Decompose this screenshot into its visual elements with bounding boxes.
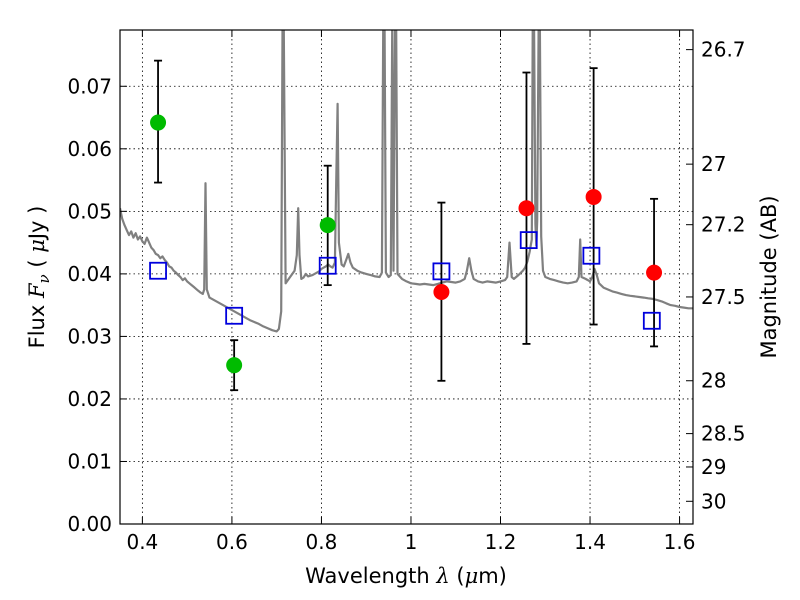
x-tick-label: 1.4 [574, 530, 606, 554]
model-photometry-point [225, 306, 244, 325]
markers [149, 114, 663, 374]
x-axis-label: Wavelength λ (μm) [305, 564, 507, 588]
model-photometry-point [582, 246, 601, 265]
data-layer [120, 30, 693, 392]
y2-tick-label: 27.5 [701, 285, 746, 309]
observed-infrared-point [585, 188, 602, 205]
model-spectrum-line [120, 30, 693, 333]
model-photometry-point [149, 261, 167, 280]
observed-optical-point [150, 114, 167, 131]
x-tick-label: 1 [405, 530, 418, 554]
model-photometry-point [519, 231, 538, 250]
y-tick-label: 0.05 [67, 199, 112, 223]
x-tick-label: 0.4 [126, 530, 158, 554]
x-tick-label: 0.6 [216, 530, 248, 554]
x-tick-label: 1.6 [664, 530, 696, 554]
x-tick-label: 1.2 [485, 530, 517, 554]
model-photometry-point [432, 262, 451, 281]
y-tick-label: 0.06 [67, 137, 112, 161]
plot-frame [119, 29, 694, 525]
y2-tick-label: 27 [701, 152, 726, 176]
observed-optical-point [226, 357, 243, 374]
y-axis-label: Flux Fν ( μJy ) [25, 206, 53, 349]
observed-infrared-point [646, 264, 663, 281]
y2-tick-label: 27.2 [701, 213, 746, 237]
y-tick-label: 0.07 [67, 74, 112, 98]
observed-optical-point [319, 217, 336, 234]
model-photometry-point [642, 311, 661, 330]
y2-axis-label: Magnitude (AB) [757, 195, 781, 358]
y-tick-label: 0.00 [67, 512, 112, 536]
y-tick-label: 0.02 [67, 387, 112, 411]
y-tick-label: 0.01 [67, 449, 112, 473]
axis-ticks: 0.4 0.6 0.8 1 1.2 1.4 1.6 0.00 0.01 0.02 0.03 0.04 0… [67, 30, 746, 554]
observed-infrared-point [433, 284, 450, 301]
y-tick-label: 0.04 [67, 262, 112, 286]
x-tick-label: 0.8 [306, 530, 338, 554]
y2-tick-label: 29 [701, 455, 726, 479]
y2-tick-label: 30 [701, 489, 726, 513]
observed-infrared-point [518, 200, 535, 217]
model-photometry-point [318, 256, 337, 275]
y2-tick-label: 28 [701, 369, 726, 393]
y2-tick-label: 26.7 [701, 38, 746, 62]
y2-tick-label: 28.5 [701, 422, 746, 446]
y-tick-label: 0.03 [67, 324, 112, 348]
